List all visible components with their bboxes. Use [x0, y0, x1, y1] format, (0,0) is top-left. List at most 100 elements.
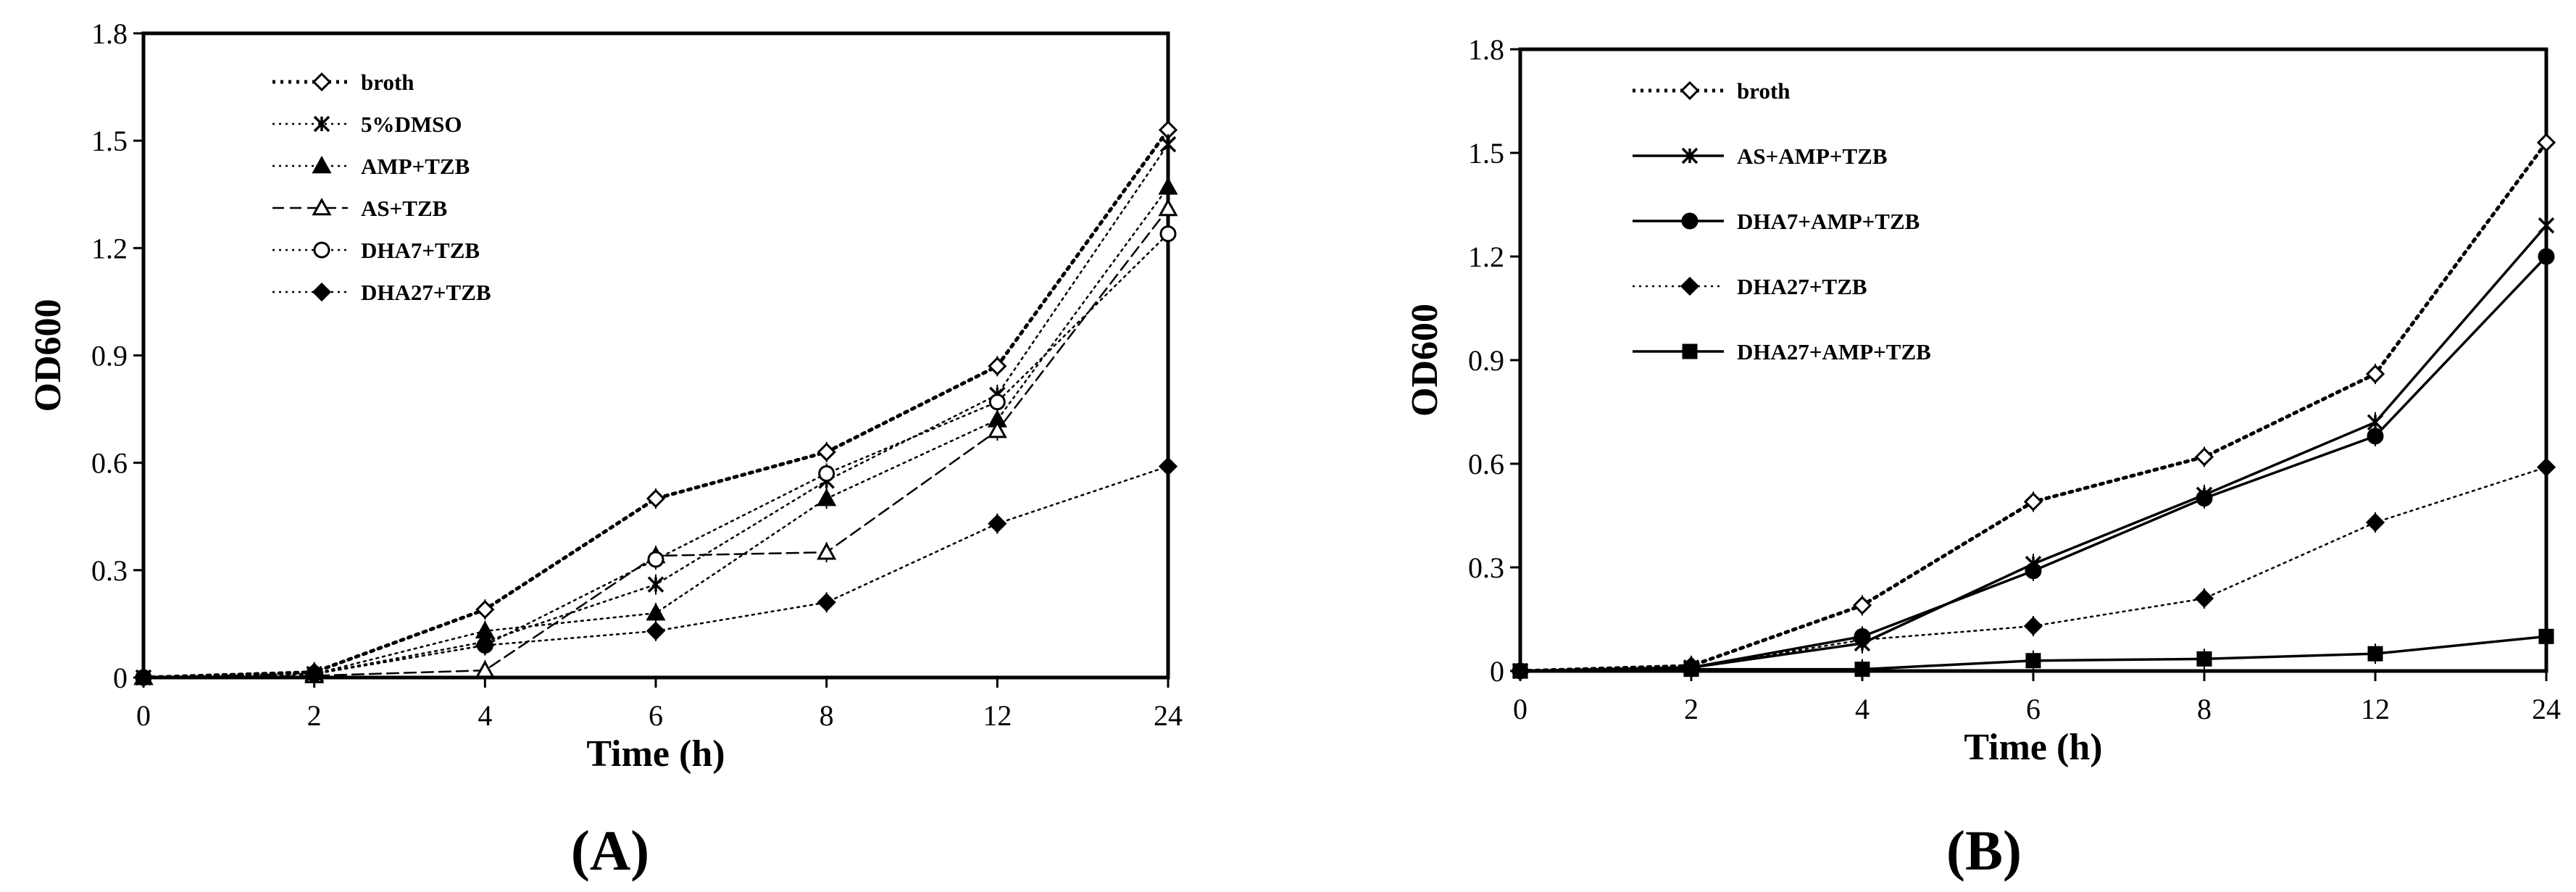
chart-b-y-tick-label: 0.9	[1468, 344, 1504, 377]
chart-a-data-point	[1158, 198, 1178, 217]
chart-b-data-point	[2196, 651, 2212, 667]
chart-a-data-point	[818, 464, 835, 482]
chart-panel-a: 0 0.3 0.6 0.9 1.2 1.5 1.8 0 2 4 6 8 12 24 Time (h) OD60…	[0, 0, 1288, 888]
chart-a-data-point	[987, 420, 1007, 438]
chart-b-data-point	[2365, 364, 2385, 384]
chart-b-data-point	[2025, 653, 2041, 669]
chart-b-data-point	[1852, 596, 1872, 615]
chart-b-y-tick-label: 1.8	[1468, 33, 1504, 66]
chart-b-y-tick-label: 1.2	[1468, 241, 1504, 273]
chart-a-legend-label-as-tzb: AS+TZB	[361, 196, 447, 221]
chart-a-data-point	[817, 593, 836, 612]
chart-a-x-tick-label: 24	[1154, 699, 1183, 732]
chart-a-data-point	[647, 551, 664, 568]
chart-a-data-point	[988, 393, 1006, 411]
chart-a-data-point	[817, 442, 836, 462]
chart-b-series-dha7-amp-tzb	[1512, 246, 2555, 681]
chart-b-y-axis-title: OD600	[1404, 304, 1446, 417]
chart-a-legend-label-amp-tzb: AMP+TZB	[361, 154, 470, 179]
chart-a-data-point	[1158, 177, 1178, 195]
chart-b-x-tick-label: 8	[2197, 693, 2212, 725]
chart-a-y-tick-label: 1.5	[91, 125, 128, 157]
chart-a-data-point	[646, 488, 666, 509]
chart-a-x-tick-label: 8	[820, 699, 834, 732]
chart-b-data-point	[1854, 662, 1870, 678]
chart-b-data-point	[2538, 628, 2554, 644]
chart-a-legend: broth 5%DMSO AMP+TZB AS+TZB DHA7+TZB DHA27+TZ…	[272, 70, 491, 305]
chart-b-data-point	[2196, 490, 2213, 507]
chart-b-series-line-dha7-amp-tzb	[1519, 255, 2548, 672]
chart-a-data-point	[1159, 225, 1177, 243]
chart-b-series-broth	[1510, 132, 2556, 681]
chart-b-data-point	[2194, 588, 2214, 609]
chart-a-x-tick-label: 2	[307, 699, 322, 732]
chart-b-data-point	[2023, 616, 2043, 636]
chart-b-y-tick-label: 0.6	[1468, 448, 1504, 480]
chart-b-legend: broth AS+AMP+TZB DHA7+AMP+TZB DHA27+TZB DHA2…	[1633, 78, 1931, 364]
chart-a-data-point	[646, 621, 666, 641]
chart-b-y-tick-label: 1.5	[1468, 137, 1504, 170]
chart-b-data-point	[2194, 447, 2214, 467]
chart-a-x-tick-label: 6	[649, 699, 663, 732]
chart-panel-b: 0 0.3 0.6 0.9 1.2 1.5 1.8 0 2 4 6 8 12 24 Time (h) OD60…	[1288, 0, 2576, 888]
chart-a-data-point	[988, 514, 1007, 533]
chart-b-data-point	[2025, 562, 2042, 580]
chart-a-y-tick-label: 1.2	[91, 232, 128, 264]
chart-a-series-broth	[133, 120, 1178, 688]
chart-b-data-point	[1852, 630, 1872, 650]
chart-a-legend-marker	[312, 197, 332, 216]
chart-a-y-tick-label: 0.9	[91, 340, 128, 372]
chart-a-data-point	[647, 576, 664, 593]
chart-b-legend-marker	[1682, 343, 1698, 359]
chart-b-data-point	[2538, 248, 2555, 265]
chart-a-data-point	[988, 357, 1007, 376]
chart-a-legend-marker	[312, 72, 332, 92]
chart-a-legend-label-dha27-tzb: DHA27+TZB	[361, 280, 491, 305]
chart-a-x-tick-label: 0	[136, 699, 151, 732]
chart-a-data-point	[1159, 136, 1177, 153]
chart-a-data-point	[304, 664, 324, 684]
chart-a-data-point	[475, 660, 495, 678]
chart-b-data-point	[2367, 428, 2384, 445]
chart-b-data-point	[2023, 492, 2043, 512]
chart-a-panel-label: (A)	[571, 819, 649, 882]
chart-a-legend-marker	[313, 241, 330, 259]
chart-b-legend-marker	[1681, 147, 1698, 164]
chart-a-data-point	[817, 488, 837, 507]
chart-a-data-point	[646, 603, 666, 621]
chart-a-x-tick-label: 12	[983, 699, 1012, 732]
chart-a-series-line-5-dmso	[142, 143, 1170, 679]
chart-a-y-axis-title: OD600	[28, 299, 69, 412]
chart-b-x-tick-label: 12	[2361, 693, 2390, 725]
chart-a-x-tick-label: 4	[478, 699, 492, 732]
chart-a-series-line-broth	[141, 128, 1170, 680]
chart-b-x-tick-label: 2	[1684, 693, 1698, 725]
chart-a-series-dha27-tzb	[133, 456, 1178, 688]
chart-a-y-tick-label: 0	[113, 662, 128, 694]
chart-b-legend-marker	[1680, 276, 1700, 296]
chart-b-legend-label-dha27-tzb: DHA27+TZB	[1737, 274, 1867, 299]
chart-b-data-point	[2536, 457, 2556, 477]
chart-a-data-point	[475, 600, 495, 620]
chart-b-data-point	[1512, 663, 1528, 679]
chart-a-x-axis-title: Time (h)	[586, 733, 725, 775]
chart-b-y-tick-label: 0.3	[1468, 551, 1504, 584]
chart-a-data-point	[817, 542, 837, 560]
chart-b-x-axis-title: Time (h)	[1964, 727, 2102, 768]
chart-b-panel-label: (B)	[1946, 819, 2022, 882]
chart-b-data-point	[2365, 512, 2385, 533]
chart-b-legend-label-dha27-amp-tzb: DHA27+AMP+TZB	[1737, 339, 1931, 364]
chart-a-data-point	[1158, 457, 1178, 476]
chart-b-legend-label-as-amp-tzb: AS+AMP+TZB	[1737, 143, 1888, 169]
chart-a-legend-label-5-dmso: 5%DMSO	[361, 112, 462, 137]
chart-b-data-point	[2367, 646, 2383, 662]
chart-b-x-tick-label: 0	[1513, 693, 1527, 725]
chart-a-series-amp-tzb	[133, 177, 1178, 688]
chart-a-legend-label-dha7-tzb: DHA7+TZB	[361, 238, 480, 263]
chart-a-data-point	[475, 635, 495, 655]
chart-b-y-tick-label: 0	[1490, 655, 1504, 688]
chart-a-legend-marker	[312, 282, 332, 302]
chart-b-series-dha27-amp-tzb	[1512, 626, 2554, 681]
